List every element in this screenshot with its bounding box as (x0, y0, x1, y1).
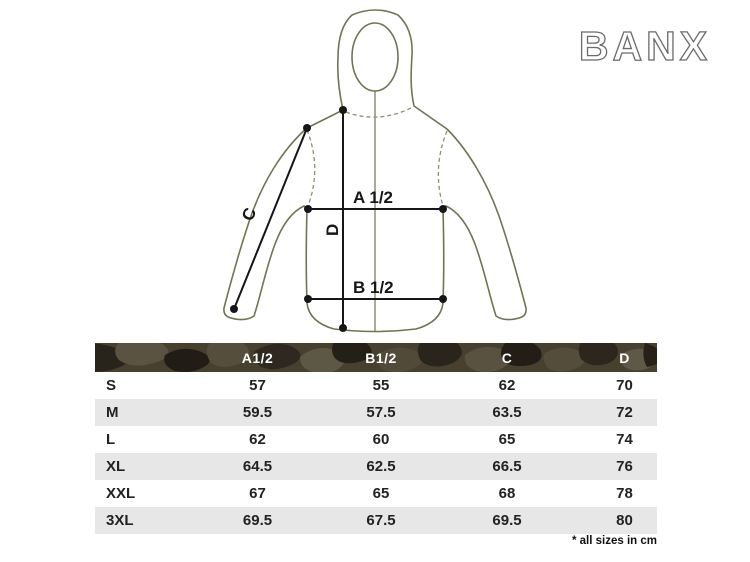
measure-dot (439, 295, 447, 303)
brand-logo: BANX (579, 23, 711, 69)
value-cell: 66.5 (492, 458, 522, 475)
header-col-b: B1/2 (365, 349, 397, 366)
value-cell: 62 (498, 377, 516, 394)
header-col-a: A1/2 (241, 349, 274, 366)
size-table: A1/2 B1/2 C D S 57 55 62 70 M 59.5 57.5 … (95, 343, 657, 534)
measure-dot (339, 324, 347, 332)
header-col-d: D (619, 349, 630, 366)
value-cell: 69.5 (492, 512, 522, 529)
value-cell: 74 (616, 431, 633, 448)
table-row: S 57 55 62 70 (95, 372, 657, 399)
measure-dot (439, 205, 447, 213)
value-cell: 80 (616, 512, 633, 529)
value-cell: 67.5 (366, 512, 396, 529)
table-row: M 59.5 57.5 63.5 72 (95, 399, 657, 426)
value-cell: 60 (372, 431, 390, 448)
value-cell: 67 (249, 485, 266, 502)
value-cell: 68 (498, 485, 516, 502)
jacket-outline (223, 9, 527, 333)
table-row: 3XL 69.5 67.5 69.5 80 (95, 507, 657, 534)
table-row: XXL 67 65 68 78 (95, 480, 657, 507)
size-label: L (106, 431, 116, 448)
hood-seam-dashed (345, 107, 412, 118)
label-d: D (323, 224, 342, 236)
header-col-c: C (501, 349, 513, 366)
table-row: XL 64.5 62.5 66.5 76 (95, 453, 657, 480)
measure-dot (304, 295, 312, 303)
value-cell: 65 (498, 431, 516, 448)
value-cell: 59.5 (242, 404, 273, 421)
value-cell: 62.5 (366, 458, 396, 475)
value-cell: 76 (616, 458, 633, 475)
value-cell: 78 (616, 485, 633, 502)
value-cell: 70 (616, 377, 633, 394)
value-cell: 55 (372, 377, 390, 394)
label-a-half: A 1/2 (353, 188, 393, 207)
value-cell: 72 (616, 404, 633, 421)
value-cell: 57 (249, 377, 266, 394)
table-row: L 62 60 65 74 (95, 426, 657, 453)
jacket-diagram: BANX (223, 9, 711, 333)
camo-header-background (95, 343, 657, 372)
units-footnote: * all sizes in cm (571, 535, 657, 547)
size-label: 3XL (106, 512, 134, 529)
label-c: C (238, 205, 260, 224)
measure-dot (230, 305, 238, 313)
value-cell: 69.5 (242, 512, 273, 529)
measure-line-c (233, 127, 308, 310)
value-cell: 65 (372, 485, 390, 502)
size-label: S (106, 377, 117, 394)
hood-face-opening (351, 22, 399, 92)
left-armhole-seam-dashed (306, 129, 316, 207)
value-cell: 63.5 (492, 404, 522, 421)
measure-dot (304, 205, 312, 213)
value-cell: 57.5 (366, 404, 396, 421)
right-armhole-seam-dashed (437, 130, 448, 207)
size-label: XXL (106, 485, 136, 502)
label-b-half: B 1/2 (353, 278, 394, 297)
value-cell: 62 (249, 431, 266, 448)
size-label: XL (106, 458, 126, 475)
size-label: M (106, 404, 119, 421)
value-cell: 64.5 (242, 458, 273, 475)
measure-dot (303, 124, 311, 132)
measure-dot (339, 106, 347, 114)
table-header-row: A1/2 B1/2 C D (95, 343, 657, 372)
